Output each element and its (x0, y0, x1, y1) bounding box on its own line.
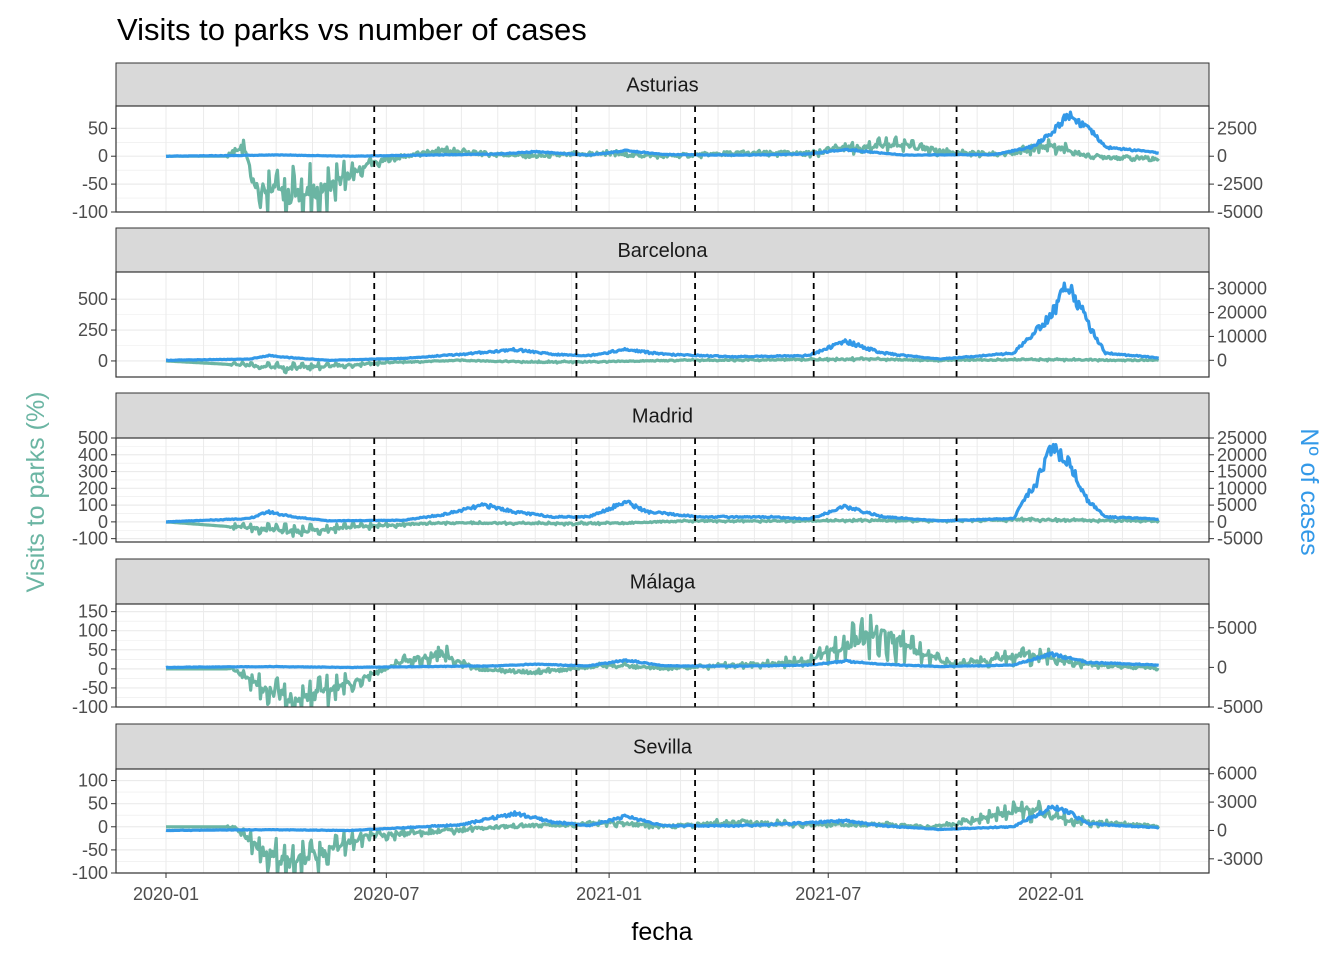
series-line-cases (165, 804, 1160, 833)
x-axis-title: fecha (631, 918, 692, 946)
y-tick-label-right: 30000 (1217, 279, 1267, 299)
series-line-cases (165, 442, 1160, 524)
panel-border (115, 105, 1210, 213)
y-tick-label-right: 20000 (1217, 303, 1267, 323)
facet-panel: Barcelona 500 250 0 30000 20000 10000 0 (78, 227, 1267, 378)
y-tick-label-right: 2500 (1217, 118, 1257, 138)
y-tick-label-right: -2500 (1217, 174, 1263, 194)
y-tick-label-right: 0 (1217, 146, 1227, 166)
y-tick-label-right: 3000 (1217, 792, 1257, 812)
series-line-cases (165, 110, 1160, 158)
y-tick-label-left: 200 (78, 478, 108, 498)
facet-strip (115, 227, 1210, 273)
x-tick-label: 2020-01 (133, 884, 199, 904)
facet-strip (115, 558, 1210, 605)
facet-strip-label: Málaga (630, 572, 696, 594)
y-tick-label-left: 50 (88, 794, 108, 814)
facet-strip (115, 62, 1210, 107)
facet-strip (115, 392, 1210, 439)
series-line-cases (165, 281, 1160, 363)
x-tick-label: 2022-01 (1018, 884, 1084, 904)
y-tick-label-left: -100 (72, 202, 108, 222)
y-tick-label-right: 10000 (1217, 326, 1267, 346)
y-tick-label-left: 0 (98, 512, 108, 532)
y-tick-label-left: 300 (78, 462, 108, 482)
y-tick-label-right: 20000 (1217, 445, 1267, 465)
x-tick-label: 2021-07 (795, 884, 861, 904)
facet-strip-label: Barcelona (617, 240, 708, 262)
x-axis: 2020-01 2020-07 2021-01 2021-07 2022-01 (133, 873, 1084, 904)
panel-border (115, 603, 1210, 708)
y-tick-label-left: -50 (82, 840, 108, 860)
y-tick-label-right: 0 (1217, 512, 1227, 532)
y-tick-label-right: -5000 (1217, 697, 1263, 717)
y-tick-label-right: -5000 (1217, 529, 1263, 549)
y-tick-label-left: 50 (88, 118, 108, 138)
x-tick-label: 2020-07 (353, 884, 419, 904)
y-tick-label-right: 6000 (1217, 764, 1257, 784)
series-line-visits (165, 613, 1160, 707)
plot-background (116, 438, 1209, 542)
facet-panels: Asturias500-50-10025000-2500-5000Barcelo… (72, 62, 1267, 883)
plot-background (116, 106, 1209, 212)
y-tick-label-right: 15000 (1217, 462, 1267, 482)
y-tick-label-right: 0 (1217, 820, 1227, 840)
y-tick-label-left: 0 (98, 817, 108, 837)
panel-border (115, 768, 1210, 874)
y-tick-label-left: 400 (78, 445, 108, 465)
y-tick-label-left: 0 (98, 351, 108, 371)
facet-panel: Madrid5004003002001000-10025000200001500… (72, 392, 1267, 549)
y-tick-label-right: 0 (1217, 657, 1227, 677)
facet-panel: Asturias 50 0 -50 -100 2500 0 -2500 -5000 (72, 62, 1263, 222)
x-tick-label: 2021-01 (576, 884, 642, 904)
y-tick-label-right: 10000 (1217, 478, 1267, 498)
y-tick-label-right: 25000 (1217, 428, 1267, 448)
panel-border (115, 271, 1210, 378)
y-tick-label-left: 50 (88, 640, 108, 660)
y-tick-label-left: -50 (82, 678, 108, 698)
y-tick-label-left: -100 (72, 697, 108, 717)
chart-title: Visits to parks vs number of cases (117, 12, 587, 47)
y-tick-label-left: 500 (78, 428, 108, 448)
y-axis-title-left: Visits to parks (%) (22, 392, 50, 593)
facet-strip-label: Asturias (626, 75, 698, 97)
y-tick-label-left: -100 (72, 529, 108, 549)
y-tick-label-right: 5000 (1217, 618, 1257, 638)
y-tick-label-right: -3000 (1217, 849, 1263, 869)
y-tick-label-left: 100 (78, 621, 108, 641)
panel-border (115, 437, 1210, 543)
y-tick-label-right: -5000 (1217, 202, 1263, 222)
plot-background (116, 769, 1209, 873)
series-line-cases (165, 651, 1160, 670)
y-tick-label-left: 500 (78, 289, 108, 309)
y-tick-label-right: 0 (1217, 350, 1227, 370)
y-tick-label-left: 100 (78, 495, 108, 515)
facet-strip-label: Sevilla (633, 737, 693, 759)
y-tick-label-left: -50 (82, 174, 108, 194)
y-tick-label-left: 0 (98, 659, 108, 679)
y-tick-label-left: 100 (78, 771, 108, 791)
y-tick-label-left: -100 (72, 863, 108, 883)
y-tick-label-left: 250 (78, 320, 108, 340)
y-tick-label-left: 150 (78, 602, 108, 622)
facet-panel: Sevilla 100 50 0 -50 -100 6000 3000 0 -3000 (72, 723, 1263, 883)
y-axis-title-right: Nº of cases (1295, 428, 1323, 555)
y-tick-label-right: 5000 (1217, 495, 1257, 515)
series-line-visits (165, 356, 1160, 375)
facet-strip-label: Madrid (632, 406, 693, 428)
y-tick-label-left: 0 (98, 146, 108, 166)
